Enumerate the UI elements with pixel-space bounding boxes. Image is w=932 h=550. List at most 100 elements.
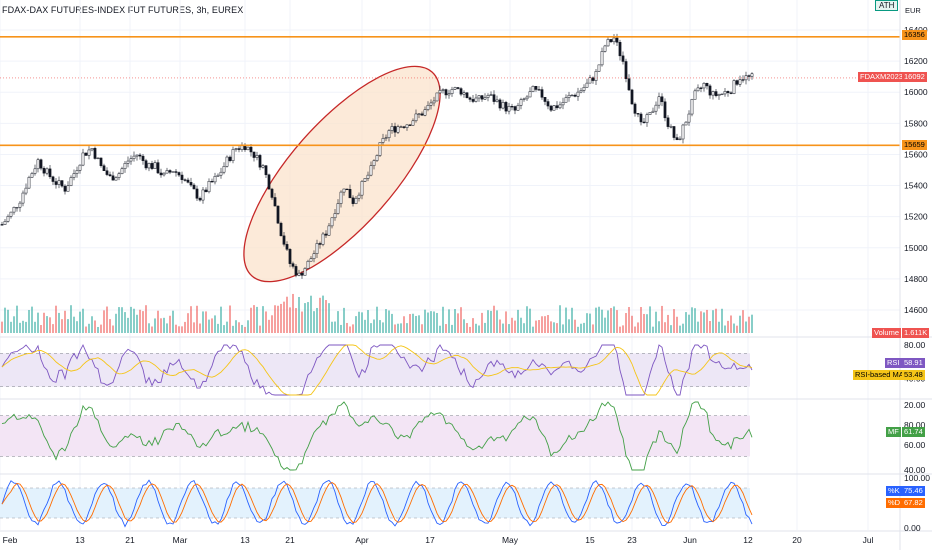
volume-bar: [337, 311, 339, 333]
candle-up: [744, 75, 748, 81]
candle-up: [36, 159, 40, 170]
volume-bar: [544, 316, 546, 333]
ellipse-annotation[interactable]: [213, 38, 471, 311]
time-tick-label: May: [502, 535, 519, 545]
candle-up: [378, 142, 382, 156]
candle-up: [333, 213, 337, 219]
volume-bar: [88, 323, 90, 333]
candle-up: [78, 164, 82, 171]
candle-up: [117, 173, 121, 178]
ellipse-shape: [243, 65, 441, 283]
candle-up: [315, 243, 319, 254]
volume-bar: [706, 309, 708, 333]
candle-up: [132, 155, 136, 159]
candle-down: [177, 172, 181, 176]
rsi-line: [1, 343, 753, 396]
candle-down: [741, 79, 745, 81]
mf-tick-label: 60.00: [904, 440, 926, 450]
volume-bar: [394, 324, 396, 333]
volume-bar: [145, 305, 147, 333]
volume-bar: [448, 309, 450, 333]
volume-bar: [160, 318, 162, 333]
candle-up: [369, 165, 373, 176]
volume-bar: [280, 303, 282, 333]
volume-bar: [421, 324, 423, 333]
candle-up: [336, 203, 340, 214]
volume-bar: [736, 325, 738, 333]
volume-bar: [742, 310, 744, 333]
volume-bar: [181, 326, 183, 333]
volume-bar: [46, 316, 48, 333]
candle-down: [675, 137, 679, 141]
volume-bar: [169, 315, 171, 333]
volume-bar: [289, 307, 291, 333]
volume-bar: [667, 314, 669, 333]
candle-up: [684, 121, 688, 126]
candle-down: [39, 159, 43, 169]
candle-up: [372, 160, 376, 166]
horizontal-levels[interactable]: [0, 36, 900, 147]
candle-up: [576, 91, 580, 97]
volume-bar: [583, 322, 585, 333]
mf-tick-label: 80.00: [904, 420, 926, 430]
volume-bar: [655, 311, 657, 333]
volume-bar: [679, 325, 681, 333]
candle-down: [699, 87, 703, 89]
volume-bar: [304, 303, 306, 333]
candle-down: [345, 188, 349, 191]
volume-bar: [175, 324, 177, 333]
candle-up: [594, 71, 598, 81]
volume-bar: [502, 323, 504, 333]
candle-up: [360, 181, 364, 196]
volume-bar: [178, 326, 180, 333]
volume-bar: [193, 322, 195, 333]
candle-down: [291, 263, 295, 267]
candle-up: [525, 96, 529, 100]
candle-up: [87, 149, 91, 156]
volume-bar: [58, 312, 60, 333]
time-tick-label: 23: [627, 535, 637, 545]
volume-bar: [28, 309, 30, 333]
candle-up: [339, 191, 343, 204]
candle-up: [651, 110, 655, 113]
rsi-ma-label: RSI-based MA: [853, 370, 906, 380]
candle-down: [105, 170, 109, 175]
stoch-tick-label: 100.00: [904, 473, 930, 483]
stochastic-pane: [0, 479, 753, 528]
volume-bar: [376, 306, 378, 333]
mf-label: MF: [886, 427, 901, 437]
volume-bar: [532, 326, 534, 333]
ath-badge[interactable]: ATH: [875, 0, 899, 11]
candle-up: [96, 157, 100, 160]
volume-bar: [670, 325, 672, 333]
volume-bar: [496, 310, 498, 333]
candle-down: [99, 157, 103, 166]
candle-down: [249, 146, 253, 153]
volume-bar: [166, 323, 168, 333]
volume-bar: [673, 309, 675, 333]
volume-bar: [64, 310, 66, 333]
candle-up: [3, 221, 7, 225]
price-tick-label: 15400: [904, 181, 928, 191]
volume-bar: [604, 317, 606, 333]
volume-bar: [436, 312, 438, 333]
time-tick-label: Jun: [683, 535, 697, 545]
d-label: %D: [886, 498, 903, 508]
volume-bar: [142, 311, 144, 333]
candle-up: [147, 163, 151, 169]
volume-bar: [427, 312, 429, 333]
candle-down: [111, 175, 115, 181]
volume-bar: [484, 322, 486, 333]
volume-bar: [328, 303, 330, 333]
volume-bar: [628, 307, 630, 333]
volume-bar: [67, 319, 69, 333]
volume-bar: [292, 293, 294, 333]
volume-bar: [739, 315, 741, 333]
volume-bar: [85, 326, 87, 333]
candle-up: [600, 51, 604, 66]
volume-bar: [109, 319, 111, 333]
volume-bar: [538, 320, 540, 333]
candle-up: [309, 258, 313, 262]
volume-bar: [424, 309, 426, 333]
